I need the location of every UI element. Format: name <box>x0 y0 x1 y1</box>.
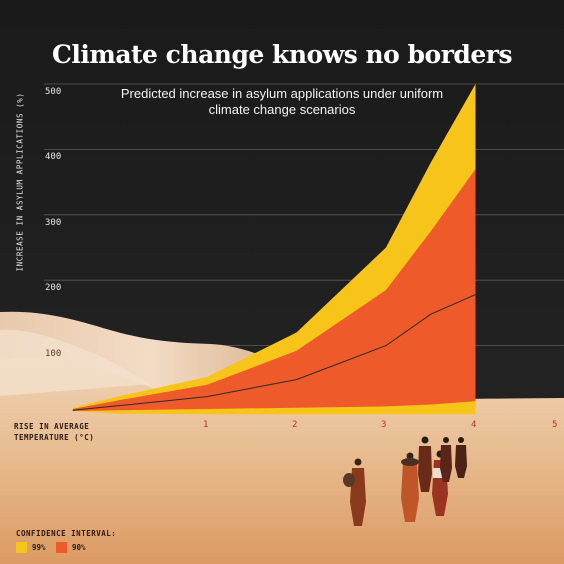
chart-title: Climate change knows no borders <box>51 40 513 69</box>
series-layer <box>72 84 476 415</box>
chart-subtitle: Predicted increase in asylum application… <box>120 86 444 117</box>
x-tick-label: 3 <box>381 420 387 430</box>
x-tick-label: 4 <box>471 420 477 430</box>
y-tick-label: 200 <box>45 283 62 293</box>
x-tick-label: 5 <box>552 420 558 430</box>
travelers-illustration <box>343 436 467 526</box>
dune-highlight <box>0 329 150 396</box>
legend-item-99: 99% <box>16 541 46 553</box>
legend-swatch-90 <box>56 541 67 553</box>
legend-label-99: 99% <box>32 542 46 552</box>
band-90-confidence <box>72 169 476 411</box>
legend-swatch-99 <box>16 541 27 553</box>
legend-title: CONFIDENCE INTERVAL: <box>16 529 117 538</box>
y-axis-label: INCREASE IN ASYLUM APPLICATIONS (%) <box>15 92 25 272</box>
x-tick-label: 1 <box>203 420 209 430</box>
legend-label-90: 90% <box>72 542 86 552</box>
y-tick-label: 400 <box>45 152 62 162</box>
central-estimate-line <box>72 294 476 411</box>
x-axis-label: RISE IN AVERAGE TEMPERATURE (°C) <box>14 422 95 442</box>
x-tick-label: 2 <box>292 420 298 430</box>
legend-item-90: 90% <box>56 541 86 553</box>
y-tick-label: 500 <box>45 87 62 97</box>
y-tick-label: 100 <box>45 349 62 359</box>
y-tick-label: 300 <box>45 218 62 228</box>
